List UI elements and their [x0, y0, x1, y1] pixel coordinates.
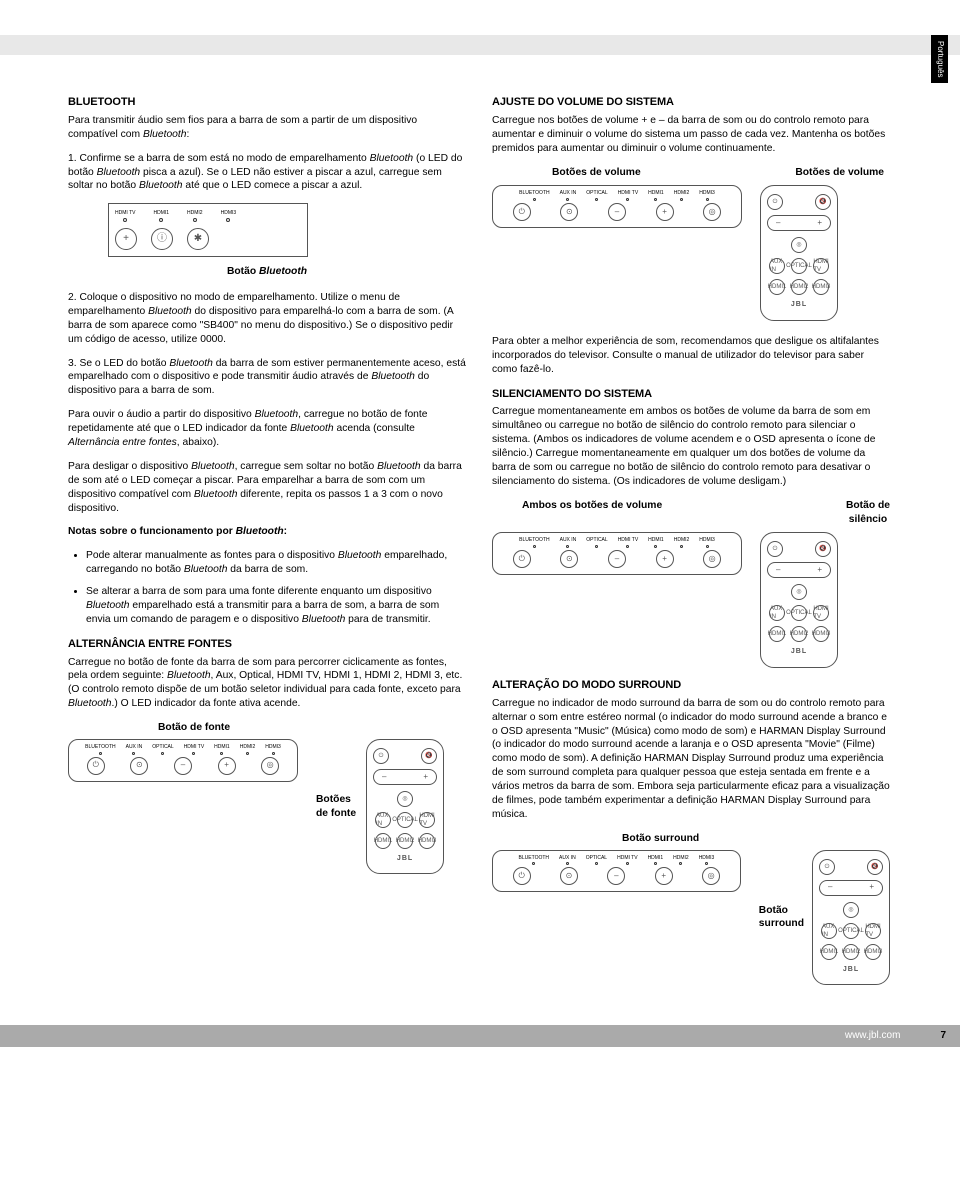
bt-para-listen: Para ouvir o áudio a partir do dispositi…: [68, 408, 466, 450]
remote-mute-icon: 🔇: [815, 194, 831, 210]
panel-bt-button: ✱: [187, 228, 209, 250]
heading-surround: ALTERAÇÃO DO MODO SURROUND: [492, 678, 890, 693]
heading-alternancia: ALTERNÂNCIA ENTRE FONTES: [68, 637, 466, 652]
sb-power-icon: ⏻: [513, 203, 531, 221]
soundbar-diagram-mute: BLUETOOTH AUX IN OPTICAL HDMI TV HDMI1 H…: [492, 532, 742, 575]
remote-mute-icon: 🔇: [867, 859, 883, 875]
label-vol-bar: Botões de volume: [552, 166, 641, 180]
surround-para: Carregue no indicador de modo surround d…: [492, 697, 890, 822]
vol-para: Carregue nos botões de volume + e – da b…: [492, 114, 890, 156]
bt-intro: Para transmitir áudio sem fios para a ba…: [68, 114, 466, 142]
soundbar-diagram-source: BLUETOOTH AUX IN OPTICAL HDMI TV HDMI1 H…: [68, 739, 298, 782]
heading-volume: AJUSTE DO VOLUME DO SISTEMA: [492, 95, 890, 110]
remote-surround-icon: ◎: [791, 237, 807, 253]
page-footer: www.jbl.com 7: [0, 1025, 960, 1047]
sb-source-icon: ⊙: [560, 550, 578, 568]
sb-surround-icon: ◎: [261, 757, 279, 775]
bt-para-disconnect: Para desligar o dispositivo Bluetooth, c…: [68, 460, 466, 516]
sb-power-icon: ⏻: [513, 867, 531, 885]
left-column: BLUETOOTH Para transmitir áudio sem fios…: [68, 95, 466, 995]
panel-info-button: ⓘ: [151, 228, 173, 250]
bt-step1: 1. Confirme se a barra de som está no mo…: [68, 152, 466, 194]
bt-notes-heading: Notas sobre o funcionamento por Bluetoot…: [68, 525, 466, 539]
label-vol-remote: Botões de volume: [795, 166, 884, 180]
bt-step3: 3. Se o LED do botão Bluetooth da barra …: [68, 357, 466, 399]
heading-bluetooth: BLUETOOTH: [68, 95, 466, 110]
soundbar-diagram-volume: BLUETOOTH AUX IN OPTICAL HDMI TV HDMI1 H…: [492, 185, 742, 228]
remote-diagram-mute: ⏻🔇 –+ ◎ AUX IN OPTICAL HDMI TV HDMI1 HDM…: [760, 532, 838, 667]
language-tab: Português: [931, 35, 948, 83]
remote-surround-icon: ◎: [791, 584, 807, 600]
remote-diagram-source: ⏻🔇 –+ ◎ AUX IN OPTICAL HDMI TV HDMI1 HDM…: [366, 739, 444, 874]
sb-vol-down-icon: –: [608, 203, 626, 221]
remote-power-icon: ⏻: [767, 194, 783, 210]
alt-para: Carregue no botão de fonte da barra de s…: [68, 656, 466, 712]
bt-step2: 2. Coloque o dispositivo no modo de empa…: [68, 291, 466, 347]
sb-surround-icon: ◎: [703, 550, 721, 568]
heading-mute: SILENCIAMENTO DO SISTEMA: [492, 387, 890, 402]
remote-mute-icon: 🔇: [815, 541, 831, 557]
remote-power-icon: ⏻: [767, 541, 783, 557]
bt-note-2: Se alterar a barra de som para uma fonte…: [86, 585, 466, 627]
best-experience-para: Para obter a melhor experiência de som, …: [492, 335, 890, 377]
sb-vol-down-icon: –: [174, 757, 192, 775]
remote-diagram-volume: ⏻🔇 –+ ◎ AUX IN OPTICAL HDMI TV HDMI1 HDM…: [760, 185, 838, 320]
sb-surround-icon: ◎: [702, 867, 720, 885]
sb-vol-up-icon: +: [218, 757, 236, 775]
sb-vol-up-icon: +: [655, 867, 673, 885]
mute-para: Carregue momentaneamente em ambos os bot…: [492, 405, 890, 488]
label-surround-remote: Botão surround: [759, 904, 804, 932]
remote-diagram-surround: ⏻🔇 –+ ◎ AUX IN OPTICAL HDMI TV HDMI1 HDM…: [812, 850, 890, 985]
sb-source-icon: ⊙: [560, 867, 578, 885]
sb-vol-down-icon: –: [607, 867, 625, 885]
remote-surround-icon: ◎: [397, 791, 413, 807]
sb-source-icon: ⊙: [130, 757, 148, 775]
sb-vol-up-icon: +: [656, 550, 674, 568]
sb-vol-down-icon: –: [608, 550, 626, 568]
label-src-buttons: Botões de fonte: [316, 793, 356, 821]
soundbar-diagram-surround: BLUETOOTH AUX IN OPTICAL HDMI TV HDMI1 H…: [492, 850, 741, 893]
footer-url: www.jbl.com: [845, 1029, 901, 1043]
bt-note-1: Pode alterar manualmente as fontes para …: [86, 549, 466, 577]
sb-power-icon: ⏻: [87, 757, 105, 775]
right-column: AJUSTE DO VOLUME DO SISTEMA Carregue nos…: [492, 95, 890, 995]
sb-vol-up-icon: +: [656, 203, 674, 221]
remote-mute-icon: 🔇: [421, 748, 437, 764]
footer-page-number: 7: [940, 1029, 946, 1043]
label-mute-bar: Ambos os botões de volume: [522, 499, 662, 527]
label-mute-remote: Botão de silêncio: [846, 499, 890, 527]
header-bar: [0, 35, 960, 55]
panel-diagram-bt: HDMI TV HDMI1 HDMI2 HDMI3 + ⓘ ✱: [108, 203, 308, 257]
label-src-button: Botão de fonte: [158, 721, 466, 735]
panel-plus-button: +: [115, 228, 137, 250]
label-surround-bar: Botão surround: [622, 832, 890, 846]
sb-power-icon: ⏻: [513, 550, 531, 568]
sb-surround-icon: ◎: [703, 203, 721, 221]
sb-source-icon: ⊙: [560, 203, 578, 221]
label-bt-button: Botão Bluetooth: [68, 265, 466, 279]
remote-surround-icon: ◎: [843, 902, 859, 918]
remote-power-icon: ⏻: [373, 748, 389, 764]
remote-power-icon: ⏻: [819, 859, 835, 875]
